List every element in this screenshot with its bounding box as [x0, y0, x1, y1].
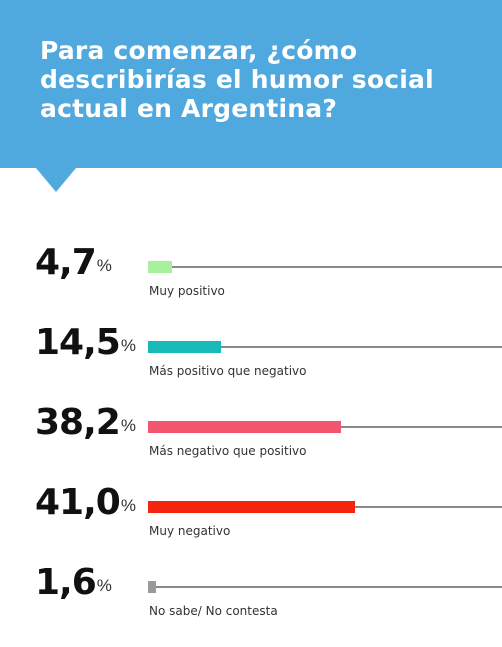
- percent-symbol: %: [120, 336, 136, 355]
- percent-symbol: %: [120, 496, 136, 515]
- bar: [148, 421, 341, 433]
- bar: [148, 501, 356, 513]
- header-pointer: [36, 168, 76, 192]
- percent-symbol: %: [96, 576, 112, 595]
- percent-symbol: %: [120, 416, 136, 435]
- value-label: 4,7: [35, 242, 97, 283]
- chart-row: 41,0% Muy negativo: [0, 482, 502, 548]
- chart-row: 38,2% Más negativo que positivo: [0, 402, 502, 468]
- value-label: 38,2: [35, 402, 121, 443]
- category-label: Más positivo que negativo: [149, 364, 307, 378]
- chart-row: 1,6% No sabe/ No contesta: [0, 562, 502, 628]
- category-label: No sabe/ No contesta: [149, 604, 278, 618]
- value-label: 1,6: [35, 562, 97, 603]
- bar-track: [148, 266, 502, 268]
- header-banner: Para comenzar, ¿cómo describirías el hum…: [0, 0, 502, 168]
- category-label: Muy positivo: [149, 284, 225, 298]
- bar-track: [148, 586, 502, 588]
- bar: [148, 341, 222, 353]
- value-label: 41,0: [35, 482, 121, 523]
- value-label: 14,5: [35, 322, 121, 363]
- chart-title: Para comenzar, ¿cómo describirías el hum…: [40, 36, 434, 123]
- bar-track: [148, 346, 502, 348]
- category-label: Más negativo que positivo: [149, 444, 307, 458]
- chart-row: 4,7% Muy positivo: [0, 242, 502, 308]
- category-label: Muy negativo: [149, 524, 231, 538]
- chart-row: 14,5% Más positivo que negativo: [0, 322, 502, 388]
- percent-symbol: %: [96, 256, 112, 275]
- bar: [148, 581, 157, 593]
- bar: [148, 261, 172, 273]
